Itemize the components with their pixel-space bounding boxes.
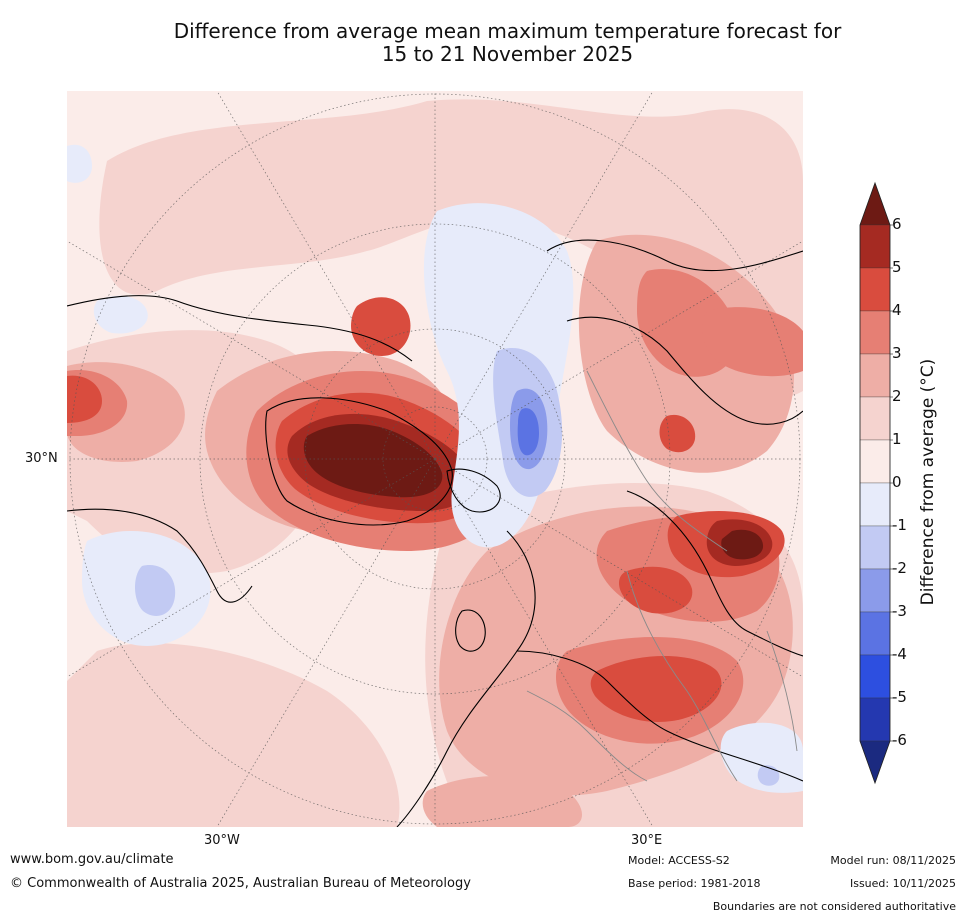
- lon-label-30w: 30°W: [204, 833, 240, 848]
- cb-extend-high: [859, 182, 891, 226]
- cb-tick-label: 1: [892, 430, 902, 448]
- cb-band-minus4-minus3: [859, 611, 891, 656]
- cb-band-0-1: [859, 439, 891, 484]
- cb-band-minus5-minus4: [859, 654, 891, 699]
- colorbar-title-text: Difference from average (°C): [918, 358, 938, 606]
- cb-tick-label: 0: [892, 473, 902, 491]
- chart-title: Difference from average mean maximum tem…: [60, 20, 955, 66]
- cb-band-5-6: [859, 224, 891, 269]
- lon-label-30e: 30°E: [631, 833, 663, 848]
- cb-band-3-4: [859, 310, 891, 355]
- cb-extend-low: [859, 740, 891, 784]
- cb-tick-label: -6: [892, 731, 907, 749]
- boundary-disclaimer: Boundaries are not considered authoritat…: [712, 900, 956, 913]
- cb-band-minus1-0: [859, 482, 891, 527]
- cb-band-minus3-minus2: [859, 568, 891, 613]
- copyright-notice: © Commonwealth of Australia 2025, Austra…: [10, 876, 471, 891]
- cb-band-minus2-minus1: [859, 525, 891, 570]
- model-info: Model: ACCESS-S2: [628, 854, 730, 867]
- map-svg: [67, 91, 803, 827]
- cb-band-minus6-minus5: [859, 697, 891, 742]
- forecast-map[interactable]: [67, 91, 803, 827]
- graticule: [67, 91, 803, 827]
- colorbar: [855, 180, 965, 790]
- cb-ticks: [890, 224, 893, 742]
- cb-band-4-5: [859, 267, 891, 312]
- cb-tick-label: -3: [892, 602, 907, 620]
- anomaly-band-above-6: [303, 424, 764, 560]
- colorbar-svg: [859, 181, 893, 785]
- cb-band-1-2: [859, 396, 891, 441]
- cb-tick-label: -4: [892, 645, 907, 663]
- issued-info: Issued: 10/11/2025: [849, 877, 956, 890]
- cb-tick-label: 2: [892, 387, 902, 405]
- cb-tick-label: 4: [892, 301, 902, 319]
- cb-tick-label: 6: [892, 215, 902, 233]
- cb-tick-label: -1: [892, 516, 907, 534]
- cb-tick-label: 3: [892, 344, 902, 362]
- country-borders: [526, 370, 798, 782]
- lat-label-30n: 30°N: [25, 451, 58, 466]
- base-period-info: Base period: 1981-2018: [628, 877, 761, 890]
- title-line-2: 15 to 21 November 2025: [381, 42, 634, 66]
- cb-tick-label: -5: [892, 688, 907, 706]
- title-line-1: Difference from average mean maximum tem…: [173, 19, 842, 43]
- cb-tick-label: 5: [892, 258, 902, 276]
- cb-tick-label: -2: [892, 559, 907, 577]
- website-link[interactable]: www.bom.gov.au/climate: [10, 852, 174, 867]
- cb-band-2-3: [859, 353, 891, 398]
- anomaly-band-minus4-minus3: [517, 408, 539, 456]
- model-run-info: Model run: 08/11/2025: [830, 854, 956, 867]
